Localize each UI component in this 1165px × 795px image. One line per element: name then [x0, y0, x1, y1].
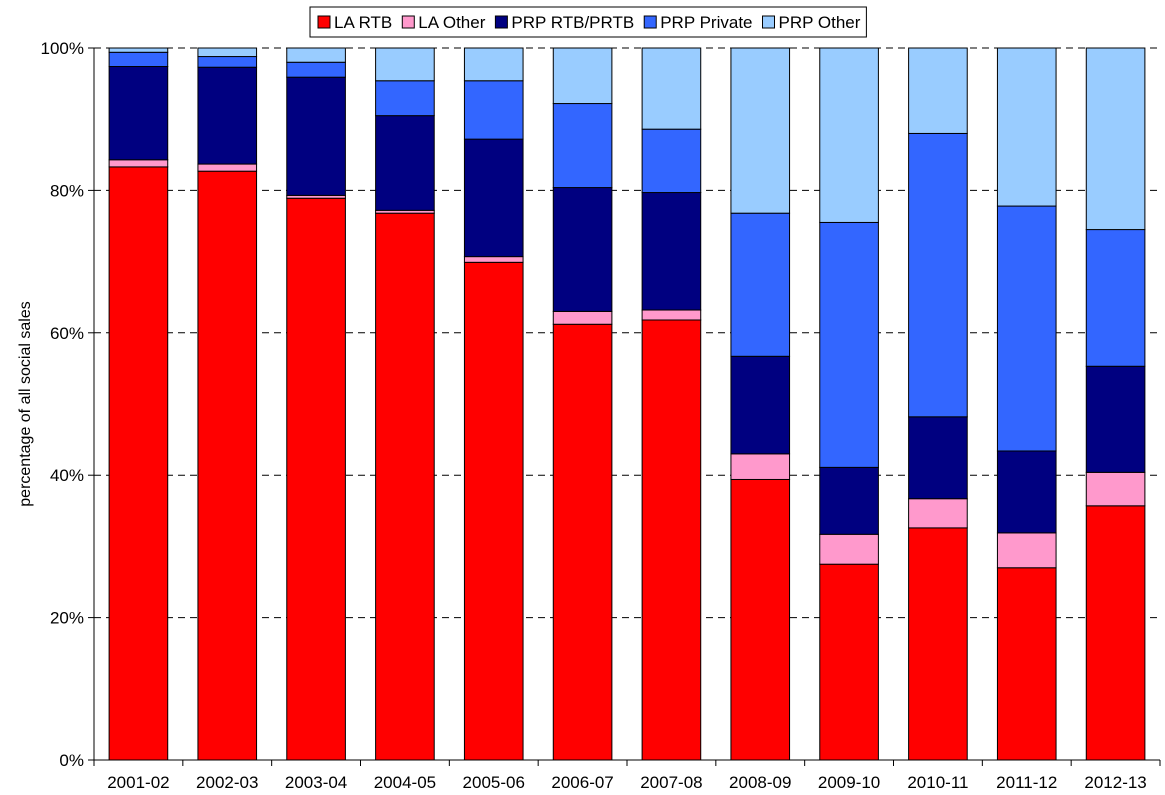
legend-label-1: LA Other — [418, 13, 485, 32]
bar-2002-03-series-0 — [197, 170, 258, 761]
bar-2008-09-series-3 — [730, 212, 791, 357]
bar-2010-11-series-2 — [908, 416, 968, 500]
bar-2003-04-series-0 — [286, 197, 346, 761]
bar-2012-13-series-0 — [1085, 505, 1146, 761]
bar-2003-04-series-2 — [286, 76, 346, 196]
bar-2001-02-series-2 — [108, 66, 169, 161]
y-tick-label-5: 100% — [41, 39, 84, 58]
y-tick-label-1: 20% — [50, 609, 84, 628]
bar-2005-06-series-3 — [463, 80, 524, 140]
legend-swatch-1 — [401, 15, 415, 29]
bar-2009-10-series-1 — [819, 533, 879, 565]
bar-2010-11-series-4 — [908, 47, 968, 134]
x-tick-label-8: 2009-10 — [818, 773, 880, 792]
bar-2007-08-series-4 — [641, 47, 702, 130]
legend-label-0: LA RTB — [334, 13, 392, 32]
x-tick-label-6: 2007-08 — [640, 773, 702, 792]
bar-2004-05-series-0 — [375, 212, 435, 761]
bar-2002-03-series-4 — [197, 47, 258, 58]
bar-2009-10-series-0 — [819, 563, 879, 761]
bar-2010-11-series-0 — [908, 527, 968, 761]
bar-2008-09-series-2 — [730, 355, 791, 455]
legend-label-3: PRP Private — [660, 13, 752, 32]
bar-2008-09-series-1 — [730, 453, 791, 480]
x-tick-label-4: 2005-06 — [463, 773, 525, 792]
legend-label-2: PRP RTB/PRTB — [511, 13, 634, 32]
bar-2012-13-series-3 — [1085, 229, 1146, 367]
bar-2006-07-series-1 — [552, 310, 613, 325]
x-tick-label-5: 2006-07 — [551, 773, 613, 792]
bar-2012-13-series-2 — [1085, 365, 1146, 473]
bar-2009-10-series-4 — [819, 47, 879, 223]
bars — [108, 47, 1146, 761]
legend-swatch-4 — [762, 15, 775, 29]
bar-2003-04-series-4 — [286, 47, 346, 63]
legend-swatch-3 — [643, 15, 657, 29]
bar-2009-10-series-3 — [819, 221, 879, 468]
axes — [88, 47, 1161, 766]
bar-2003-04-series-3 — [286, 61, 346, 78]
bar-2011-12-series-1 — [996, 532, 1057, 569]
bar-2005-06-series-1 — [463, 256, 524, 263]
bar-2002-03-series-3 — [197, 56, 258, 68]
x-tick-label-0: 2001-02 — [107, 773, 169, 792]
x-tick-label-10: 2011-12 — [996, 773, 1057, 792]
bar-2007-08-series-2 — [641, 192, 702, 311]
bar-2007-08-series-3 — [641, 128, 702, 194]
bar-2012-13-series-4 — [1085, 47, 1146, 231]
bar-2007-08-series-0 — [641, 319, 702, 761]
bar-2005-06-series-0 — [463, 261, 524, 761]
x-tick-label-11: 2012-13 — [1084, 773, 1146, 792]
bar-2001-02-series-1 — [108, 159, 169, 168]
x-tick-label-7: 2008-09 — [729, 773, 791, 792]
bar-2011-12-series-3 — [996, 205, 1057, 452]
bar-2011-12-series-2 — [996, 450, 1057, 534]
bar-2004-05-series-2 — [375, 115, 435, 211]
bar-2006-07-series-0 — [552, 323, 613, 761]
x-tick-label-9: 2010-11 — [907, 773, 968, 792]
x-tick-label-3: 2004-05 — [374, 773, 436, 792]
bar-2002-03-series-1 — [197, 163, 258, 172]
tick-labels: 0% 20% 40% 60% 80% 100% 2001-02 2002-03 2003-04 2… — [41, 39, 1147, 792]
bar-2001-02-series-3 — [108, 51, 169, 68]
bar-2004-05-series-3 — [375, 80, 435, 117]
y-tick-label-2: 40% — [50, 466, 84, 485]
bar-2006-07-series-2 — [552, 187, 613, 312]
bar-2002-03-series-2 — [197, 66, 258, 165]
bar-2006-07-series-3 — [552, 103, 613, 189]
bar-2006-07-series-4 — [552, 47, 613, 105]
bar-2012-13-series-1 — [1085, 471, 1146, 507]
bar-2001-02-series-0 — [108, 166, 169, 761]
x-tick-label-1: 2002-03 — [196, 773, 258, 792]
bar-2011-12-series-4 — [996, 47, 1057, 207]
legend: LA RTB LA Other PRP RTB/PRTB PRP Private PRP… — [309, 6, 867, 38]
gridlines — [94, 47, 1160, 619]
bar-2007-08-series-1 — [641, 309, 702, 321]
bar-2005-06-series-4 — [463, 47, 524, 82]
bar-2010-11-series-1 — [908, 498, 968, 529]
bar-2008-09-series-0 — [730, 478, 791, 761]
bar-2004-05-series-4 — [375, 47, 435, 82]
bar-2010-11-series-3 — [908, 132, 968, 418]
y-tick-label-4: 80% — [50, 181, 84, 200]
y-tick-label-0: 0% — [59, 751, 84, 770]
y-axis-title: percentage of all social sales — [17, 301, 34, 506]
bar-2005-06-series-2 — [463, 138, 524, 258]
legend-swatch-0 — [317, 15, 331, 29]
bar-2011-12-series-0 — [996, 567, 1057, 761]
bar-2001-02-series-4 — [108, 47, 169, 53]
x-tick-label-2: 2003-04 — [285, 773, 347, 792]
y-tick-label-3: 60% — [50, 324, 84, 343]
legend-swatch-2 — [494, 15, 508, 29]
bar-2008-09-series-4 — [730, 47, 791, 214]
legend-label-4: PRP Other — [779, 13, 861, 32]
bar-2009-10-series-2 — [819, 466, 879, 535]
